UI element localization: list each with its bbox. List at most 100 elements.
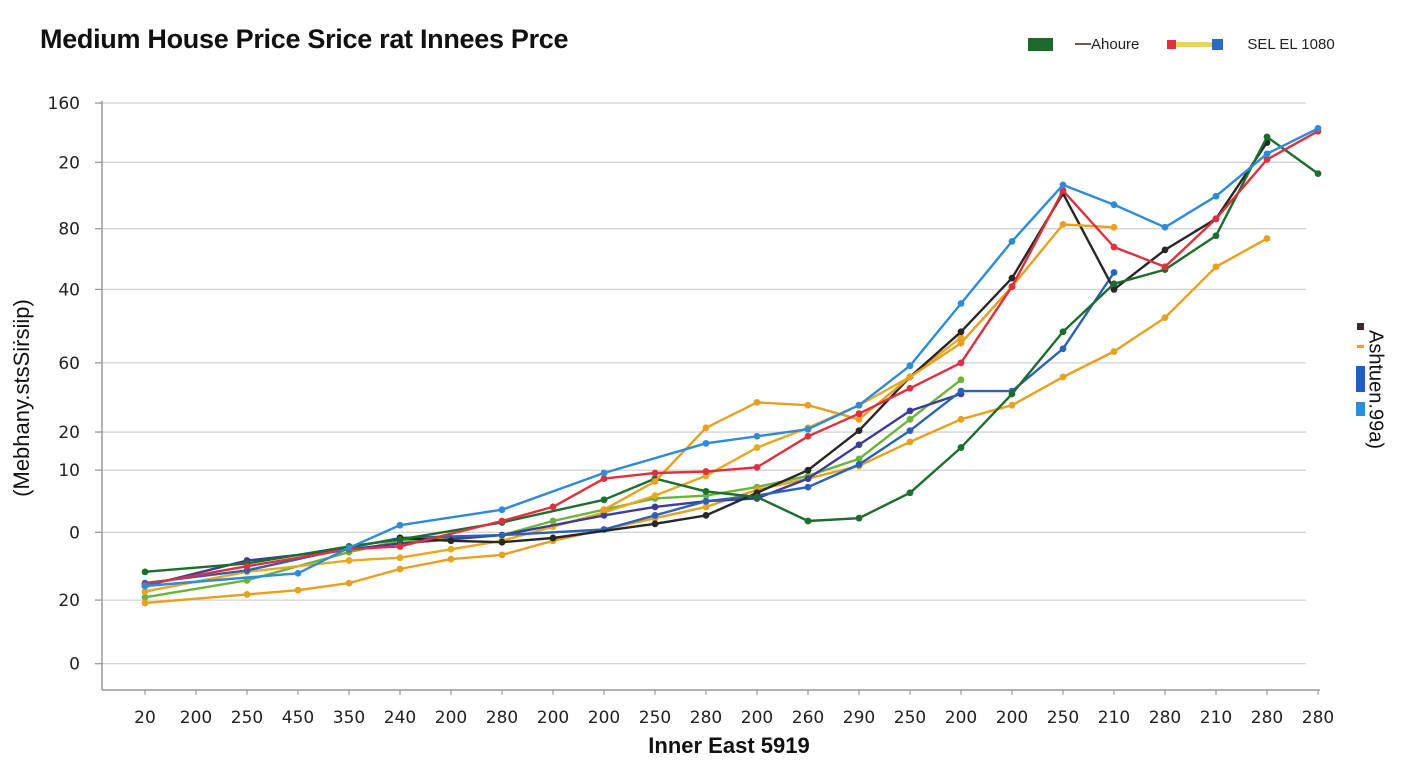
x-tick-label: 280 bbox=[690, 708, 722, 728]
series-line-black bbox=[399, 141, 1268, 544]
y-tick-label: 40 bbox=[58, 280, 80, 300]
x-tick-label: 450 bbox=[282, 708, 314, 728]
x-tick-label: 200 bbox=[945, 708, 977, 728]
data-point bbox=[906, 427, 914, 435]
data-point bbox=[1059, 187, 1067, 194]
data-point bbox=[957, 359, 965, 367]
data-point bbox=[294, 586, 302, 594]
x-tick-label: 250 bbox=[639, 708, 671, 728]
data-point bbox=[1110, 280, 1118, 288]
data-point bbox=[906, 384, 914, 392]
data-point bbox=[855, 461, 863, 468]
data-point bbox=[702, 424, 710, 432]
data-point bbox=[855, 410, 863, 418]
data-point bbox=[396, 521, 404, 529]
data-point bbox=[1314, 125, 1322, 132]
data-point bbox=[702, 497, 710, 505]
data-point bbox=[906, 438, 914, 446]
data-point bbox=[1263, 150, 1271, 158]
data-point bbox=[702, 511, 710, 519]
data-point bbox=[600, 475, 608, 483]
data-point bbox=[1110, 269, 1118, 276]
data-point bbox=[651, 469, 659, 477]
data-point bbox=[141, 588, 149, 596]
legend-label: Ahoure bbox=[1091, 35, 1140, 53]
data-point bbox=[1212, 215, 1220, 223]
y-tick-label: 20 bbox=[58, 423, 80, 443]
x-tick-label: 20 bbox=[134, 708, 156, 728]
data-point bbox=[345, 579, 353, 587]
data-point bbox=[1059, 328, 1067, 336]
data-point bbox=[498, 551, 506, 559]
x-tick-label: 250 bbox=[894, 708, 926, 728]
data-point bbox=[957, 415, 965, 423]
x-tick-label: 250 bbox=[1047, 708, 1079, 728]
data-point bbox=[1161, 314, 1169, 322]
data-point bbox=[855, 415, 863, 423]
data-point bbox=[702, 487, 710, 495]
series-line-light-blue bbox=[144, 127, 1319, 588]
data-point bbox=[651, 492, 659, 499]
data-point bbox=[957, 334, 965, 341]
data-point bbox=[549, 503, 557, 511]
data-point bbox=[498, 506, 506, 514]
data-point bbox=[1110, 223, 1118, 231]
data-point bbox=[396, 554, 404, 562]
x-tick-label: 280 bbox=[1302, 708, 1334, 728]
data-point bbox=[702, 468, 710, 475]
data-point bbox=[1314, 170, 1322, 178]
legend-line-brown bbox=[1075, 43, 1091, 45]
data-point bbox=[345, 557, 353, 564]
right-key-marker bbox=[1357, 323, 1364, 330]
x-tick-label: 280 bbox=[1149, 708, 1181, 728]
x-tick-label: 200 bbox=[180, 708, 212, 728]
data-point bbox=[702, 439, 710, 447]
data-point bbox=[447, 555, 455, 563]
legend-line-yellow bbox=[1176, 41, 1213, 47]
data-point bbox=[1008, 237, 1016, 245]
data-point bbox=[906, 489, 914, 497]
data-point bbox=[396, 565, 404, 573]
data-point bbox=[1059, 181, 1067, 189]
data-point bbox=[906, 407, 914, 415]
y-tick-label: 10 bbox=[58, 461, 80, 481]
data-point bbox=[1161, 263, 1169, 271]
y-tick-label: 80 bbox=[58, 220, 80, 240]
x-tick-label: 200 bbox=[588, 708, 620, 728]
data-point bbox=[294, 569, 302, 577]
y-tick-label: 20 bbox=[58, 153, 80, 173]
x-tick-label: 290 bbox=[843, 708, 875, 728]
legend-swatch-green bbox=[1028, 37, 1053, 51]
x-tick-label: 200 bbox=[996, 708, 1028, 728]
data-point bbox=[855, 455, 863, 463]
data-point bbox=[600, 496, 608, 504]
data-point bbox=[957, 444, 965, 451]
data-point bbox=[1110, 243, 1118, 251]
x-tick-label: 210 bbox=[1098, 708, 1130, 728]
x-tick-label: 240 bbox=[384, 708, 416, 728]
data-point bbox=[141, 582, 149, 590]
chart-title: Medium House Price Srice rat Innees Prce bbox=[40, 24, 569, 54]
series-line-mid-blue bbox=[144, 271, 1115, 585]
y-tick-label: 160 bbox=[48, 94, 80, 114]
data-point bbox=[396, 543, 404, 550]
data-point bbox=[549, 534, 557, 542]
x-tick-label: 280 bbox=[486, 708, 518, 728]
data-point bbox=[1263, 235, 1271, 242]
series-line-dark-green bbox=[144, 135, 1319, 573]
data-point bbox=[855, 441, 863, 449]
data-point bbox=[1008, 274, 1016, 282]
data-point bbox=[1059, 221, 1067, 228]
data-point bbox=[1110, 201, 1118, 209]
data-point bbox=[243, 591, 251, 598]
data-point bbox=[753, 432, 761, 440]
x-tick-label: 280 bbox=[1251, 708, 1283, 728]
x-tick-label: 200 bbox=[435, 708, 467, 728]
data-point bbox=[651, 511, 659, 519]
series-line-red bbox=[144, 130, 1319, 586]
data-point bbox=[753, 493, 761, 501]
x-axis-label: Inner East 5919 bbox=[648, 733, 810, 758]
data-point bbox=[702, 503, 710, 511]
data-point bbox=[1110, 286, 1118, 293]
